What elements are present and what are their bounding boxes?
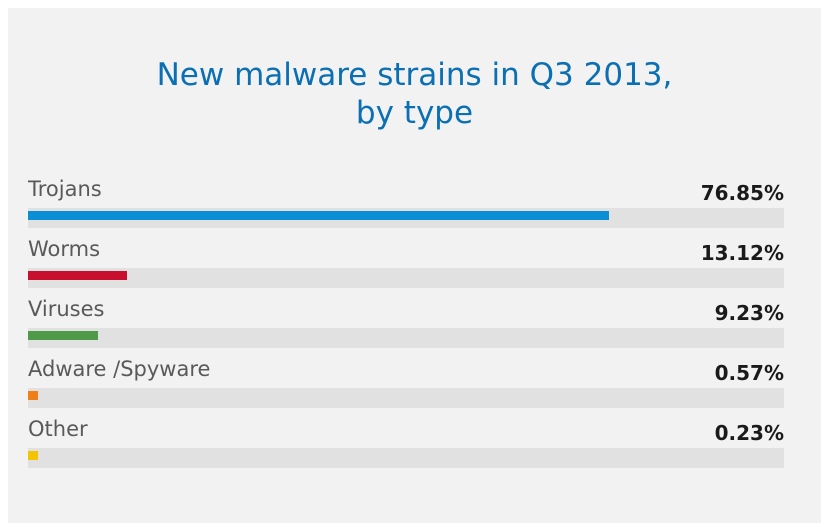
bar-track <box>28 328 784 348</box>
bar-value-label: 13.12% <box>700 241 784 265</box>
bar-value-label: 0.57% <box>714 361 784 385</box>
bar-track <box>28 448 784 468</box>
bar-row: Worms 13.12% <box>28 236 784 294</box>
bar-value-label: 0.23% <box>714 421 784 445</box>
chart-title-line-1: New malware strains in Q3 2013, <box>156 57 673 93</box>
bar-row: Viruses 9.23% <box>28 296 784 354</box>
chart-card: New malware strains in Q3 2013, by type … <box>8 8 821 523</box>
bar-value-label: 9.23% <box>714 301 784 325</box>
bar-track <box>28 208 784 228</box>
bar <box>28 451 38 460</box>
bar-row: Trojans 76.85% <box>28 176 784 234</box>
bar-label: Trojans <box>28 177 102 201</box>
chart-title: New malware strains in Q3 2013, by type <box>8 56 821 132</box>
bar-row: Adware /Spyware 0.57% <box>28 356 784 414</box>
chart-title-line-2: by type <box>355 95 474 131</box>
bar <box>28 211 609 220</box>
bar-label: Viruses <box>28 297 105 321</box>
bar-label: Adware /Spyware <box>28 357 211 381</box>
bar-row: Other 0.23% <box>28 416 784 474</box>
bar-label: Other <box>28 417 88 441</box>
bar-label: Worms <box>28 237 101 261</box>
bar-value-label: 76.85% <box>700 181 784 205</box>
bar <box>28 331 98 340</box>
bar <box>28 391 38 400</box>
bar-track <box>28 388 784 408</box>
bar-track <box>28 268 784 288</box>
bar <box>28 271 127 280</box>
